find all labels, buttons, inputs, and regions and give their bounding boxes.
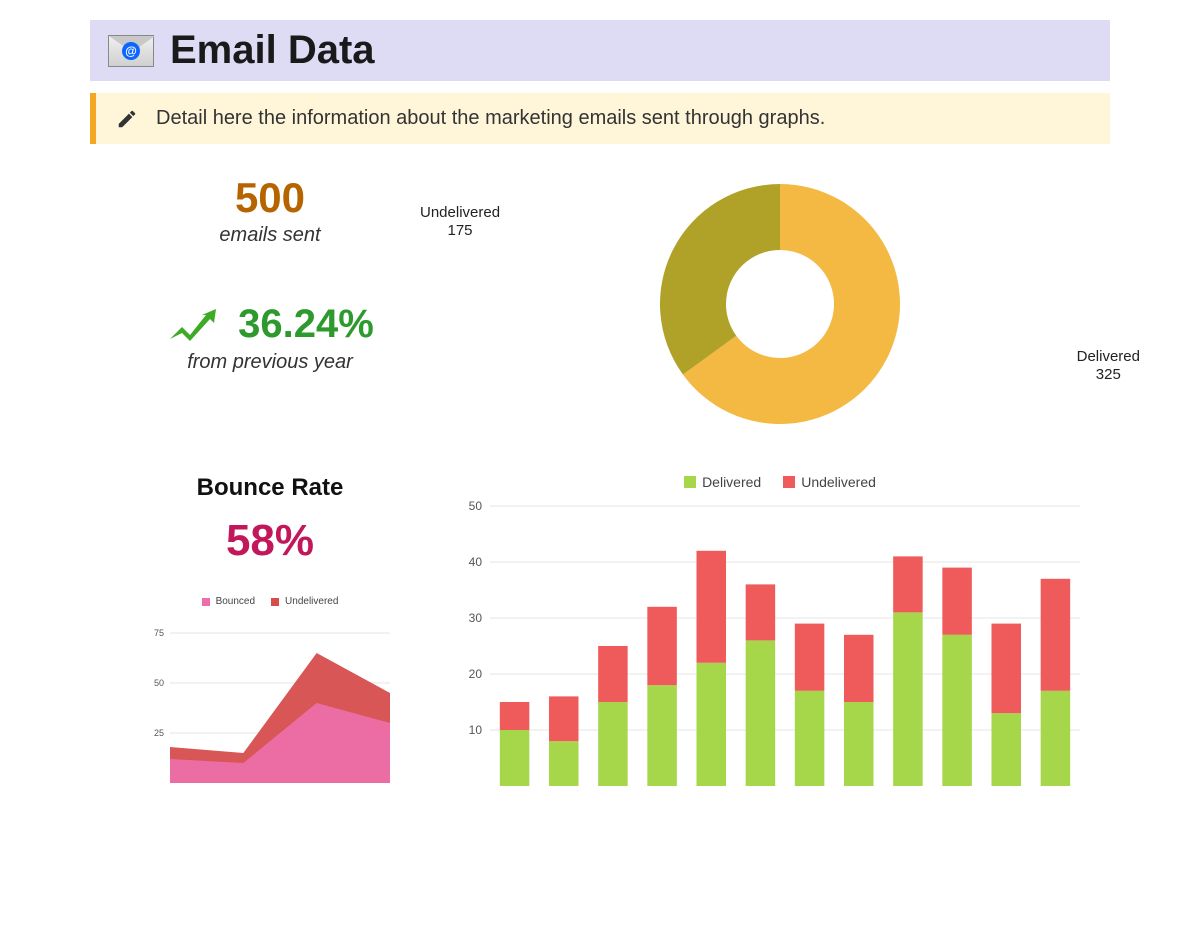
svg-text:30: 30 xyxy=(469,611,483,625)
legend-item: Bounced xyxy=(202,596,255,607)
emails-sent-value: 500 xyxy=(90,174,450,222)
donut-label-delivered: Delivered 325 xyxy=(1077,348,1140,384)
bounce-rate-value: 58% xyxy=(90,516,450,566)
email-icon: @ xyxy=(108,35,154,67)
growth-percent: 36.24% xyxy=(238,302,374,347)
emails-sent-label: emails sent xyxy=(90,224,450,247)
legend-item: Delivered xyxy=(684,474,761,490)
growth-arrow-icon xyxy=(166,305,226,345)
note-bar: Detail here the information about the ma… xyxy=(90,93,1110,144)
svg-text:40: 40 xyxy=(469,555,483,569)
svg-text:75: 75 xyxy=(154,628,164,638)
note-text: Detail here the information about the ma… xyxy=(156,107,825,130)
growth-label: from previous year xyxy=(90,351,450,374)
legend-item: Undelivered xyxy=(271,596,338,607)
svg-text:50: 50 xyxy=(154,678,164,688)
delivery-donut-chart: Undelivered 175 Delivered 325 xyxy=(450,174,1110,434)
delivery-stacked-bar-chart: Delivered Undelivered 10 20 30 40 50 xyxy=(450,474,1110,811)
svg-text:50: 50 xyxy=(469,499,483,513)
page-title: Email Data xyxy=(170,28,375,73)
legend-item: Undelivered xyxy=(783,474,876,490)
bounce-rate-title: Bounce Rate xyxy=(90,474,450,502)
svg-text:10: 10 xyxy=(469,723,483,737)
pen-icon xyxy=(116,108,138,130)
bounce-area-chart: Bounced Undelivered 25 50 75 xyxy=(90,596,450,798)
donut-label-undelivered: Undelivered 175 xyxy=(420,204,500,240)
svg-text:25: 25 xyxy=(154,728,164,738)
svg-text:20: 20 xyxy=(469,667,483,681)
page-header: @ Email Data xyxy=(90,20,1110,81)
